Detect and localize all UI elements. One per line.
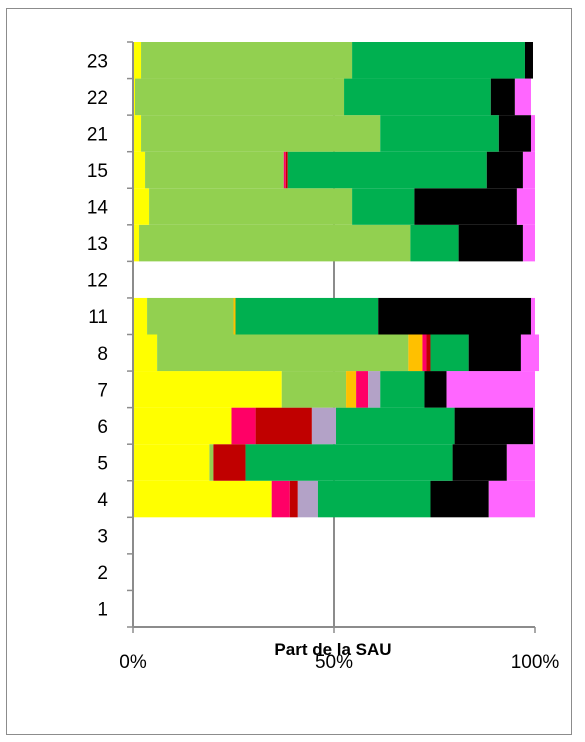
bar-segment-11-0: [133, 297, 148, 335]
bar-segment-4-0: [133, 480, 272, 518]
bar-segment-7-8: [446, 371, 535, 408]
y-tick-label-5: 5: [97, 453, 108, 474]
bar-segment-6-5: [311, 407, 337, 445]
y-tick-label-8: 8: [97, 344, 108, 365]
x-tick-label-100: 100%: [511, 652, 560, 673]
bar-segment-8-0: [133, 334, 158, 372]
bar-segment-13-8: [522, 224, 535, 262]
bar-segment-11-2: [233, 297, 236, 335]
bar-segment-22-8: [514, 78, 531, 116]
y-tick-label-4: 4: [97, 490, 108, 511]
bar-segment-13-6: [410, 224, 459, 262]
bar-segment-22-0: [133, 78, 136, 116]
bar-segment-6-3: [231, 407, 256, 445]
bar-segment-4-3: [271, 480, 290, 518]
bar-segment-15-8: [522, 151, 535, 189]
bar-segment-4-4: [289, 480, 298, 518]
bar-segment-8-1: [157, 334, 409, 372]
y-tick-label-15: 15: [87, 161, 108, 182]
bar-segment-7-2: [346, 371, 357, 408]
bar-segment-5-8: [506, 444, 535, 481]
bar-segment-5-7: [452, 444, 507, 481]
bar-segment-14-8: [516, 188, 535, 225]
bar-segment-6-0: [133, 407, 232, 445]
bar-segment-21-6: [380, 115, 499, 152]
x-tick-label-0: 0%: [119, 652, 147, 673]
y-tick-label-23: 23: [87, 51, 108, 72]
y-tick-label-3: 3: [97, 527, 108, 548]
bar-segment-21-8: [530, 115, 535, 152]
y-tick-label-13: 13: [87, 234, 108, 255]
bar-segment-14-7: [414, 188, 517, 225]
bar-segment-6-8: [532, 407, 535, 445]
bar-segment-15-0: [133, 151, 146, 189]
bar-segment-4-5: [297, 480, 318, 518]
bar-segment-21-0: [133, 115, 142, 152]
bar-segment-11-7: [378, 297, 531, 335]
bar-segment-7-3: [356, 371, 369, 408]
bar-segment-7-0: [133, 371, 282, 408]
bar-segment-13-7: [458, 224, 523, 262]
y-tick-label-7: 7: [97, 380, 108, 401]
bar-segment-14-0: [133, 188, 150, 225]
bar-segment-11-6: [235, 297, 379, 335]
bar-segment-5-1: [209, 444, 214, 481]
bar-segment-4-7: [430, 480, 489, 518]
bar-segment-6-7: [454, 407, 533, 445]
bar-segment-8-4: [426, 334, 431, 372]
y-tick-label-2: 2: [97, 563, 108, 584]
y-tick-label-6: 6: [97, 417, 108, 438]
bar-segment-8-2: [408, 334, 423, 372]
bar-segment-4-8: [488, 480, 535, 518]
bar-segment-6-6: [336, 407, 455, 445]
bar-segment-8-6: [430, 334, 469, 372]
bar-segment-7-7: [424, 371, 447, 408]
bar-segment-7-5: [368, 371, 381, 408]
bar-segment-15-3: [283, 151, 286, 189]
x-tick-label-50: 50%: [315, 652, 353, 673]
bar-segment-21-7: [498, 115, 531, 152]
bar-segment-5-4: [213, 444, 246, 481]
y-tick-label-11: 11: [88, 307, 108, 328]
chart-frame: [6, 8, 572, 735]
bars: [133, 42, 540, 518]
bar-segment-23-7: [524, 42, 533, 79]
bar-segment-8-8: [520, 334, 540, 372]
bar-segment-13-1: [139, 224, 411, 262]
bar-segment-22-7: [490, 78, 515, 116]
y-tick-label-1: 1: [97, 600, 108, 621]
y-tick-label-22: 22: [87, 88, 108, 109]
bar-segment-14-6: [352, 188, 415, 225]
bar-segment-7-6: [380, 371, 425, 408]
bar-segment-11-1: [147, 297, 234, 335]
bar-segment-15-4: [285, 151, 288, 189]
bar-segment-8-3: [422, 334, 427, 372]
bar-segment-5-0: [133, 444, 210, 481]
bar-segment-6-4: [255, 407, 312, 445]
bar-segment-22-6: [344, 78, 491, 116]
bar-segment-5-6: [245, 444, 453, 481]
bar-segment-23-1: [141, 42, 353, 79]
bar-segment-15-6: [287, 151, 487, 189]
bar-segment-11-8: [530, 297, 535, 335]
bar-segment-13-0: [133, 224, 140, 262]
y-tick-label-12: 12: [87, 271, 108, 292]
axes: [127, 41, 536, 633]
bar-segment-21-1: [141, 115, 381, 152]
bar-segment-4-6: [317, 480, 431, 518]
y-tick-label-14: 14: [87, 198, 109, 219]
bar-segment-23-6: [352, 42, 525, 79]
bar-segment-14-1: [149, 188, 353, 225]
bar-segment-15-7: [486, 151, 523, 189]
bar-segment-15-1: [145, 151, 284, 189]
bar-segment-22-1: [135, 78, 345, 116]
bar-segment-7-1: [281, 371, 347, 408]
x-axis-title: Part de la SAU: [274, 640, 391, 659]
bar-segment-23-0: [133, 42, 142, 79]
y-tick-label-21: 21: [87, 124, 108, 145]
bar-segment-8-7: [468, 334, 521, 372]
